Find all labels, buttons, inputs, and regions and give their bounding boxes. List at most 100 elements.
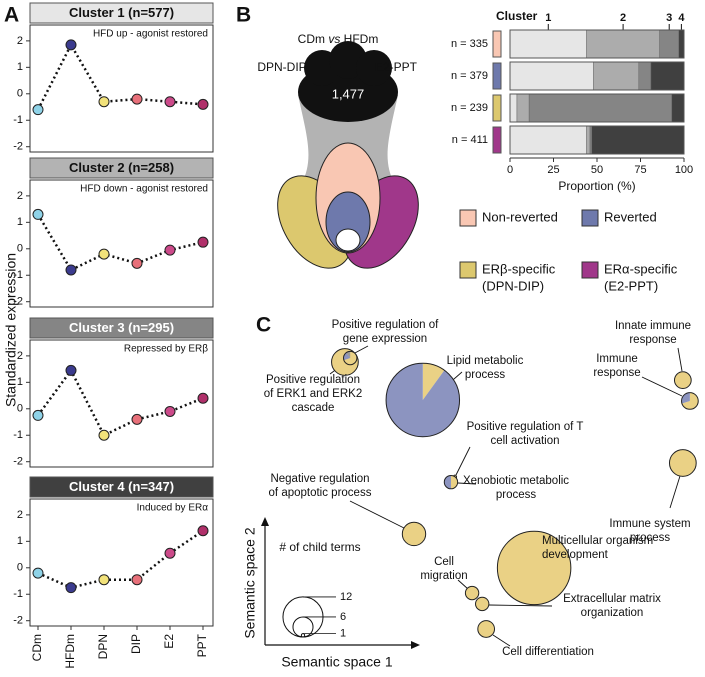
mean-point [65, 39, 77, 51]
annotation: Repressed by ERβ [124, 344, 208, 355]
mean-point [32, 567, 44, 579]
bar-segment [586, 125, 591, 155]
category-swatch [492, 94, 502, 122]
bubble-outline [475, 596, 490, 612]
x-tick-label: CDm [30, 634, 44, 661]
bubble-label: Cell [434, 556, 454, 568]
cluster-title: Cluster 4 (n=347) [69, 479, 174, 494]
bar-segment [509, 125, 587, 155]
size-legend-label: 1 [340, 628, 346, 640]
panel-label: B [236, 4, 251, 27]
plot-frame [29, 339, 214, 468]
y-tick-label: -1 [13, 429, 23, 441]
legend-swatch [459, 261, 477, 279]
bar-segment [638, 61, 652, 91]
venn-blob [356, 50, 392, 86]
x-tick-label: PPT [195, 633, 209, 657]
bar-segment [528, 93, 673, 123]
pie-slice [343, 352, 351, 361]
mean-line [36, 42, 204, 111]
bubble-label: response [629, 334, 676, 346]
venn-title-part: HFDm [344, 32, 379, 46]
x-tick-label: 100 [675, 164, 693, 176]
bubble-label: Cell differentiation [502, 646, 594, 658]
bubble [464, 585, 480, 601]
bubble-label: development [542, 549, 609, 561]
bubble-outline [401, 521, 427, 547]
mean-point [131, 413, 143, 425]
bar-outline [509, 125, 685, 155]
y-axis-label: Semantic space 2 [242, 527, 258, 638]
cluster-title-box [29, 317, 214, 339]
bar-segment [509, 61, 594, 91]
mean-point [197, 98, 209, 110]
plot-frame [29, 24, 214, 153]
pie-slice [674, 371, 692, 389]
pie-slice [681, 392, 699, 410]
size-legend-title: # of child terms [279, 540, 360, 554]
bubble-outline [668, 449, 697, 477]
label-leader [455, 446, 471, 476]
mean-point [164, 405, 176, 417]
bar-segment [509, 93, 518, 123]
x-tick-label: 0 [507, 164, 513, 176]
bubble-label: response [593, 367, 640, 379]
pie-slice [465, 586, 479, 600]
bar-segment [678, 29, 685, 59]
mean-point [32, 409, 44, 421]
bubble-outline [385, 362, 461, 438]
legend-label: (DPN-DIP) [482, 278, 544, 293]
bar-segment [509, 29, 587, 59]
bubble-outline [464, 585, 480, 601]
pie-slice [681, 392, 690, 404]
legend-label: (E2-PPT) [604, 278, 658, 293]
mean-point [98, 429, 110, 441]
legend-label: ERα-specific [604, 261, 678, 276]
axis-arrow [261, 517, 269, 526]
legend-label: ERβ-specific [482, 261, 556, 276]
mean-point [98, 248, 110, 260]
legend-swatch [581, 261, 599, 279]
bubble-label: gene expression [343, 333, 427, 345]
pie-slice [386, 363, 460, 437]
bubble-label: migration [420, 570, 467, 582]
label-leader [349, 500, 405, 529]
mean-point [164, 96, 176, 108]
bubble-label: Extracellular matrix [563, 593, 661, 605]
bubble-label: Positive regulation of [332, 319, 440, 331]
y-tick-label: 2 [17, 350, 23, 362]
cluster-title-box [29, 157, 214, 179]
bubble [673, 371, 692, 390]
legend-swatch [459, 209, 477, 227]
label-leader [677, 347, 683, 372]
cluster-title-box [29, 476, 214, 498]
label-leader [457, 482, 477, 485]
y-tick-label: -2 [13, 141, 23, 153]
venn-title-part: vs [328, 32, 340, 46]
category-swatch [492, 62, 502, 90]
mean-point [164, 244, 176, 256]
label-leader [457, 579, 469, 590]
bubble-label: cell activation [490, 435, 559, 447]
bubble-label: process [496, 489, 537, 501]
pie-slice [497, 531, 571, 605]
y-tick-label: -1 [13, 114, 23, 126]
mean-point [32, 208, 44, 220]
pie-slice [475, 597, 489, 611]
plot-frame [29, 498, 214, 627]
bubble [668, 449, 697, 477]
bar-outline [509, 61, 685, 91]
x-tick-label: 25 [547, 164, 559, 176]
bubble-label: of apoptotic process [269, 487, 372, 499]
venn-overlap [335, 228, 361, 252]
y-tick-label: 0 [17, 243, 23, 255]
label-leader [492, 634, 511, 647]
bubble-label: Lipid metabolic [447, 355, 524, 367]
bar-segment [671, 93, 685, 123]
annotation: Induced by ERα [137, 503, 209, 514]
x-axis-label: Semantic space 1 [281, 654, 392, 670]
y-tick-label: 1 [17, 216, 23, 228]
mean-point [131, 574, 143, 586]
y-tick-label: 1 [17, 376, 23, 388]
